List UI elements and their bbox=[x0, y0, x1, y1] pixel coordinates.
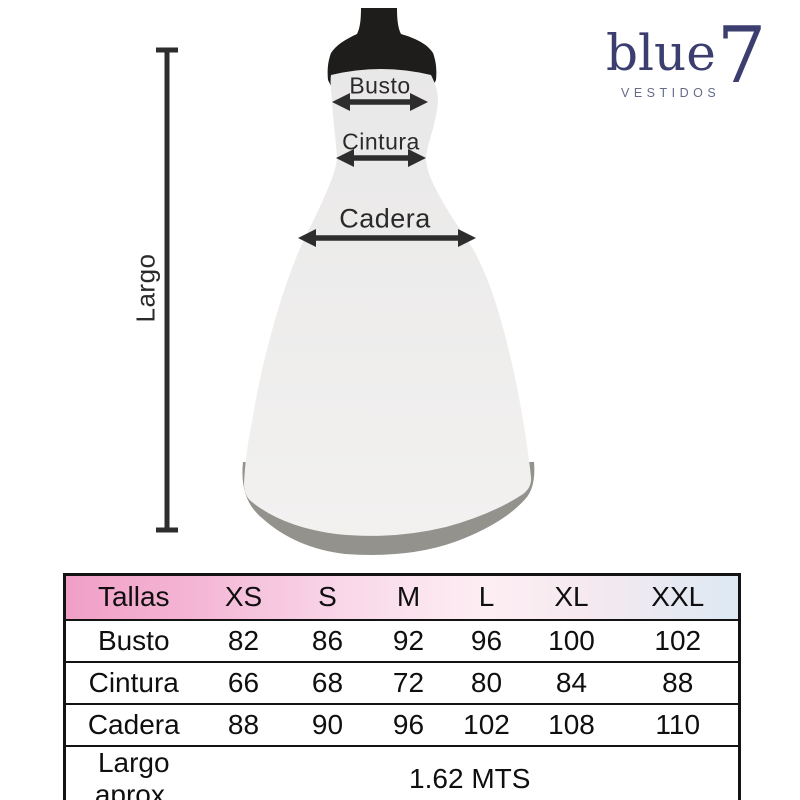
busto-arrow-right-head bbox=[410, 93, 428, 111]
brand-name: blue bbox=[606, 24, 716, 82]
cadera-arrow-right-head bbox=[458, 229, 476, 247]
cadera-xxl: 110 bbox=[617, 702, 740, 747]
cadera-s: 90 bbox=[285, 702, 370, 747]
largo-value: 1.62 MTS bbox=[201, 744, 740, 800]
largo-label: Largo bbox=[130, 253, 161, 323]
cadera-xs: 88 bbox=[201, 702, 286, 747]
brand-subtitle: VESTIDOS bbox=[621, 86, 721, 100]
dress-illustration bbox=[156, 8, 535, 555]
cadera-arrow bbox=[298, 229, 476, 247]
mannequin-bust bbox=[327, 8, 437, 86]
busto-s: 86 bbox=[285, 618, 370, 663]
row-label-busto: Busto bbox=[64, 618, 202, 663]
busto-xxl: 102 bbox=[617, 618, 740, 663]
size-table: Tallas XS S M L XL XXL Busto 82 86 92 96… bbox=[63, 573, 741, 800]
cintura-xl: 84 bbox=[525, 660, 618, 705]
header-s: S bbox=[285, 573, 370, 621]
busto-xl: 100 bbox=[525, 618, 618, 663]
cintura-arrow bbox=[336, 149, 426, 167]
busto-label: Busto bbox=[349, 72, 411, 99]
size-table-header-row: Tallas XS S M L XL XXL bbox=[64, 573, 740, 621]
table-row-cadera: Cadera 88 90 96 102 108 110 bbox=[64, 702, 740, 747]
table-row-cintura: Cintura 66 68 72 80 84 88 bbox=[64, 660, 740, 705]
row-label-cadera: Cadera bbox=[64, 702, 202, 747]
header-xl: XL bbox=[525, 573, 618, 621]
busto-m: 92 bbox=[369, 618, 448, 663]
brand-seven: 7 bbox=[716, 11, 767, 101]
row-label-largo: Largo aprox. bbox=[64, 744, 202, 800]
dress-body bbox=[244, 69, 532, 536]
busto-l: 96 bbox=[447, 618, 526, 663]
table-row-busto: Busto 82 86 92 96 100 102 bbox=[64, 618, 740, 663]
cintura-label: Cintura bbox=[342, 128, 420, 155]
cintura-l: 80 bbox=[447, 660, 526, 705]
cintura-m: 72 bbox=[369, 660, 448, 705]
cintura-xs: 66 bbox=[201, 660, 286, 705]
cintura-xxl: 88 bbox=[617, 660, 740, 705]
header-xxl: XXL bbox=[617, 573, 740, 621]
row-label-cintura: Cintura bbox=[64, 660, 202, 705]
cintura-arrow-left-head bbox=[336, 149, 354, 167]
table-row-largo: Largo aprox. 1.62 MTS bbox=[64, 744, 740, 800]
cintura-s: 68 bbox=[285, 660, 370, 705]
busto-xs: 82 bbox=[201, 618, 286, 663]
header-tallas: Tallas bbox=[64, 573, 202, 621]
cadera-l: 102 bbox=[447, 702, 526, 747]
brand-logo-main: blue 7 bbox=[606, 17, 766, 95]
busto-arrow bbox=[332, 93, 428, 111]
cadera-m: 96 bbox=[369, 702, 448, 747]
cadera-arrow-left-head bbox=[298, 229, 316, 247]
cadera-xl: 108 bbox=[525, 702, 618, 747]
busto-arrow-left-head bbox=[332, 93, 350, 111]
cintura-arrow-right-head bbox=[408, 149, 426, 167]
header-xs: XS bbox=[201, 573, 286, 621]
largo-measure-line bbox=[156, 47, 178, 533]
header-m: M bbox=[369, 573, 448, 621]
brand-logo: blue 7 VESTIDOS bbox=[606, 17, 766, 100]
cadera-label: Cadera bbox=[339, 203, 431, 234]
header-l: L bbox=[447, 573, 526, 621]
